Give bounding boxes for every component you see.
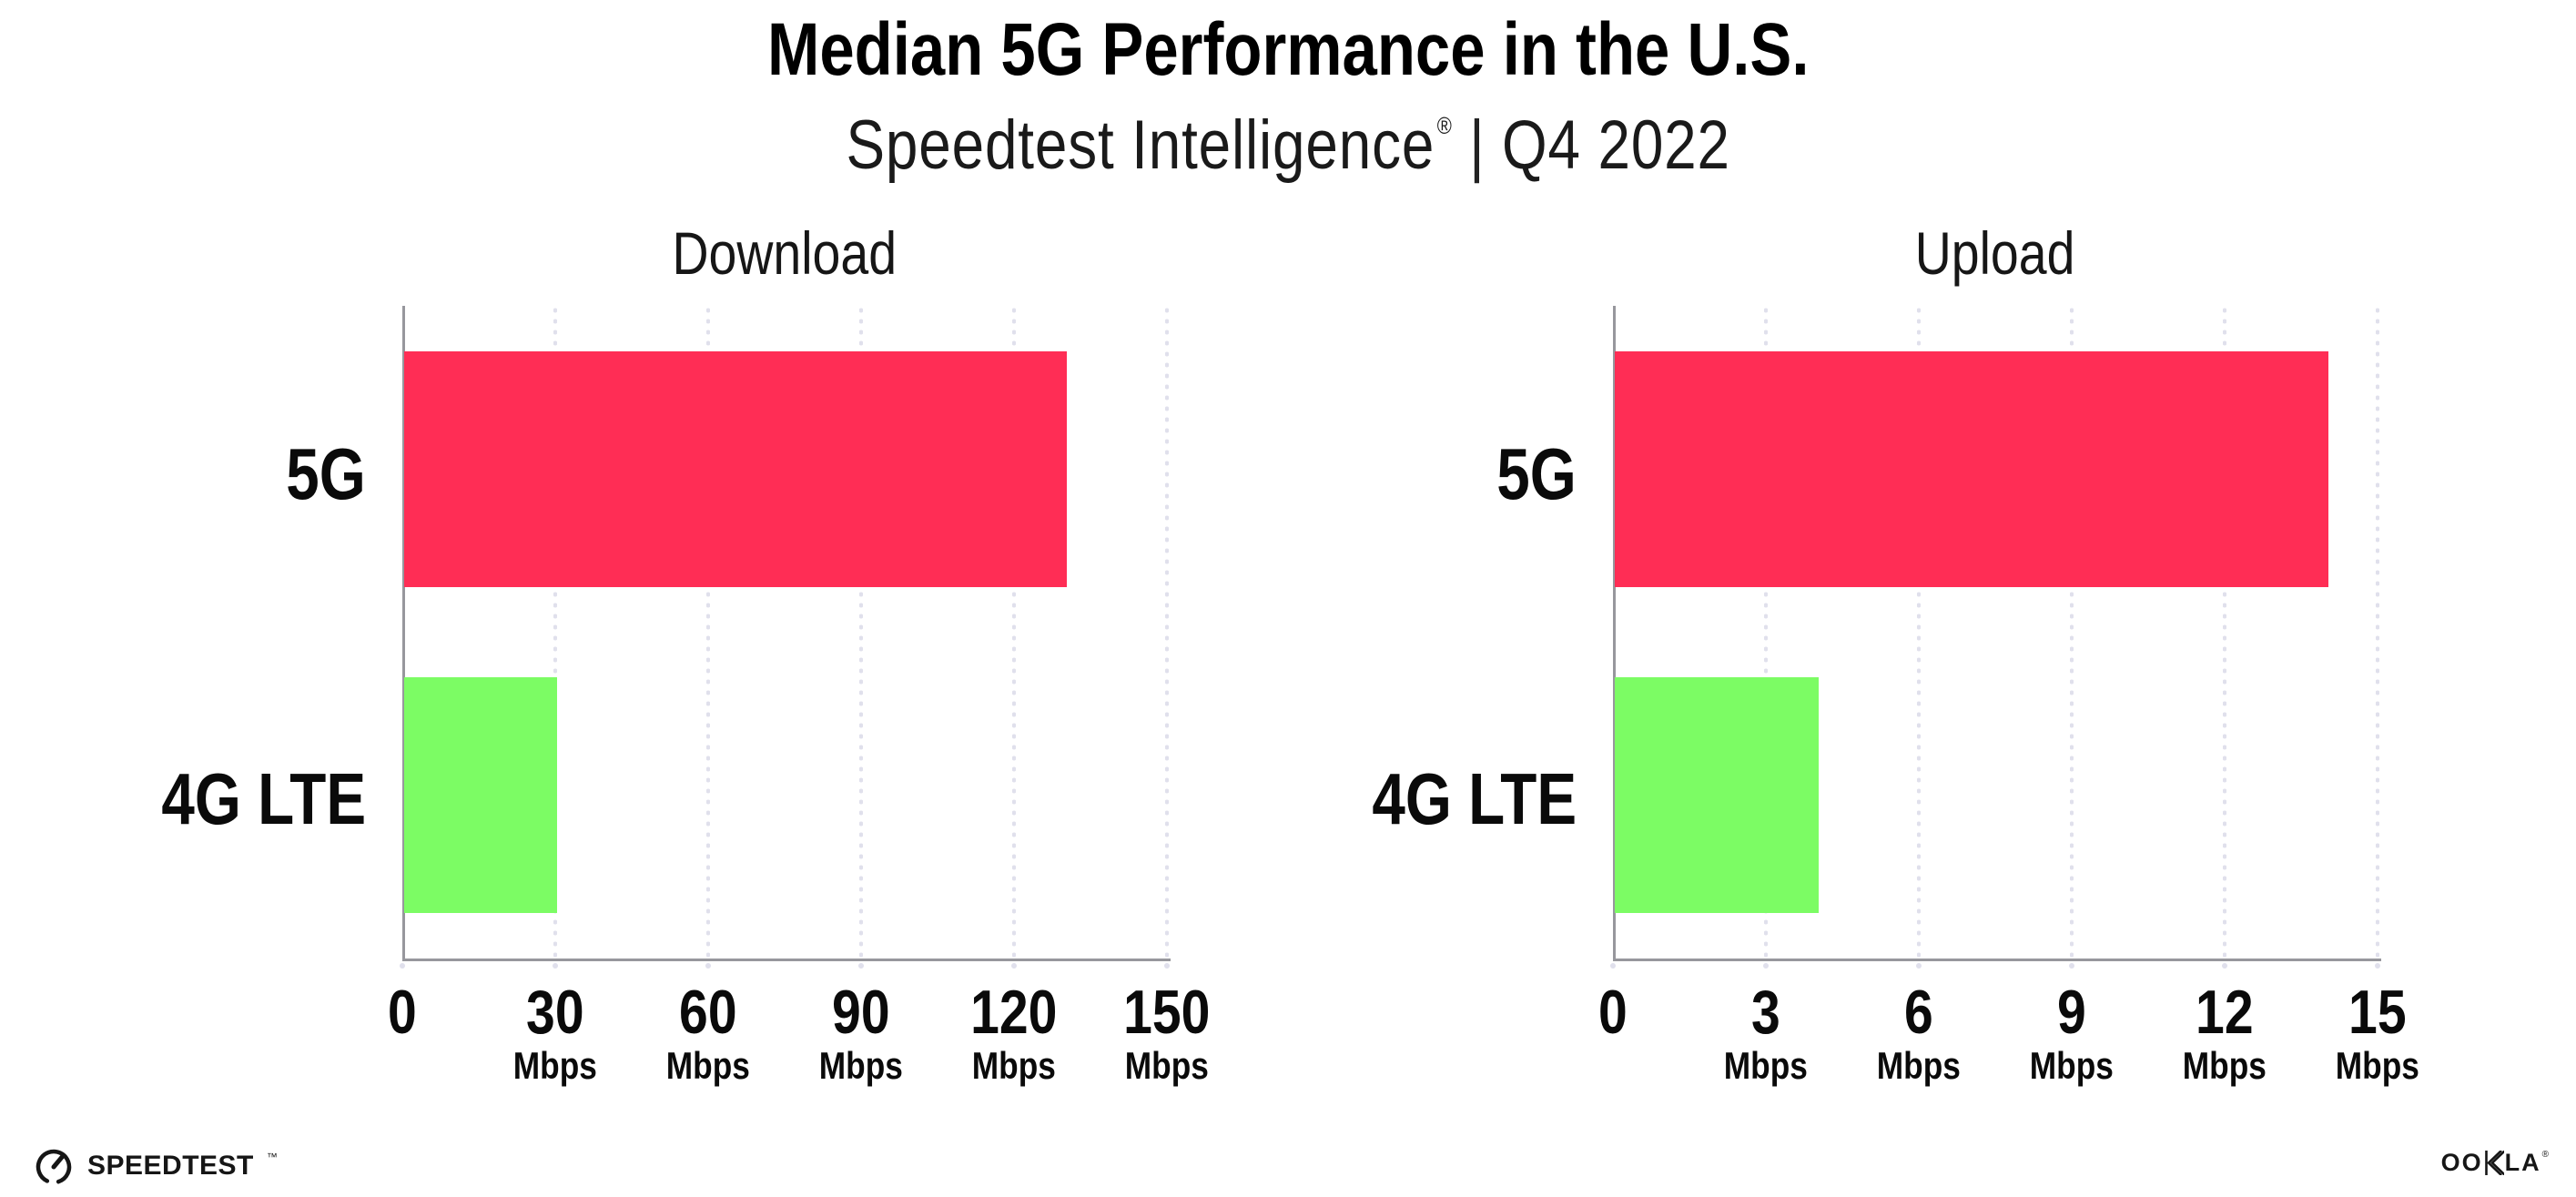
x-tick-unit: Mbps: [512, 1044, 598, 1087]
x-tick-unit: Mbps: [2335, 1044, 2420, 1087]
page-title-text: Median 5G Performance in the U.S.: [766, 8, 1810, 91]
x-tick-label: 0: [1598, 978, 1628, 1047]
speedtest-gauge-icon: [35, 1149, 72, 1185]
gridline: [1012, 306, 1016, 959]
x-tick-label: 120: [970, 978, 1058, 1047]
x-tick-unit: Mbps: [971, 1044, 1057, 1087]
gridline: [553, 306, 557, 959]
page-subtitle-text: Speedtest Intelligence® | Q4 2022: [846, 111, 1729, 180]
registered-trademark-icon: ®: [1436, 112, 1453, 139]
bar-5g: [1615, 351, 2328, 587]
ookla-k-icon: [2484, 1151, 2504, 1175]
upload-chart-title: Upload: [1915, 219, 2075, 287]
x-axis-line: [402, 959, 1171, 961]
axis-tick-mark: [2069, 963, 2074, 969]
category-label-4g-lte: 4G LTE: [1372, 758, 1577, 839]
x-tick-unit: Mbps: [665, 1044, 751, 1087]
x-tick-unit: Mbps: [2029, 1044, 2115, 1087]
x-tick-label: 90: [832, 978, 890, 1047]
axis-tick-mark: [553, 963, 558, 969]
axis-tick-mark: [1916, 963, 1922, 969]
gridline: [2223, 306, 2226, 959]
x-tick-label: 15: [2348, 978, 2407, 1047]
bar-5g: [404, 351, 1067, 587]
axis-tick-mark: [1763, 963, 1769, 969]
x-tick-label: 6: [1904, 978, 1933, 1047]
speedtest-logo-text: SPEEDTEST: [87, 1151, 254, 1181]
gridline: [2376, 306, 2379, 959]
axis-tick-mark: [858, 963, 864, 969]
x-tick-unit: Mbps: [1124, 1044, 1210, 1087]
axis-tick-mark: [1610, 963, 1616, 969]
page-subtitle: Speedtest Intelligence® | Q4 2022: [0, 111, 2576, 180]
axis-tick-mark: [2222, 963, 2227, 969]
x-tick-unit: Mbps: [1876, 1044, 1962, 1087]
axis-tick-mark: [705, 963, 711, 969]
subtitle-separator: |: [1468, 107, 1486, 184]
gridline: [1165, 306, 1169, 959]
x-tick-label: 3: [1751, 978, 1780, 1047]
category-label-5g: 5G: [286, 433, 366, 514]
bar-4g-lte: [404, 677, 557, 913]
axis-tick-mark: [1011, 963, 1017, 969]
gridline: [1764, 306, 1768, 959]
speedtest-trademark: ™: [266, 1151, 278, 1163]
page-title: Median 5G Performance in the U.S.: [0, 13, 2576, 87]
category-label-5g: 5G: [1496, 433, 1577, 514]
gridline: [1917, 306, 1921, 959]
x-tick-label: 150: [1123, 978, 1211, 1047]
x-tick-label: 0: [388, 978, 417, 1047]
x-axis-line: [1613, 959, 2381, 961]
axis-tick-mark: [400, 963, 405, 969]
speedtest-logo: SPEEDTEST ™: [33, 1145, 278, 1187]
x-tick-unit: Mbps: [1723, 1044, 1809, 1087]
x-tick-label: 12: [2196, 978, 2254, 1047]
subtitle-period: Q4 2022: [1501, 107, 1730, 184]
x-tick-unit: Mbps: [2182, 1044, 2267, 1087]
y-axis-line: [1613, 306, 1616, 961]
bar-4g-lte: [1615, 677, 1819, 913]
x-tick-label: 9: [2057, 978, 2086, 1047]
y-axis-line: [402, 306, 405, 961]
x-tick-label: 30: [526, 978, 584, 1047]
x-tick-label: 60: [679, 978, 737, 1047]
ookla-logo-text: OO: [2440, 1149, 2483, 1176]
gridline: [859, 306, 863, 959]
ookla-logo-text: LA: [2504, 1149, 2541, 1176]
category-label-4g-lte: 4G LTE: [161, 758, 366, 839]
gridline: [706, 306, 710, 959]
ookla-trademark: ®: [2541, 1150, 2549, 1160]
axis-tick-mark: [2375, 963, 2380, 969]
download-chart-title: Download: [672, 219, 898, 287]
axis-tick-mark: [1164, 963, 1170, 969]
x-tick-unit: Mbps: [818, 1044, 904, 1087]
ookla-logo: OO LA ®: [2441, 1149, 2549, 1177]
subtitle-brand: Speedtest Intelligence: [846, 107, 1435, 184]
gridline: [2070, 306, 2074, 959]
